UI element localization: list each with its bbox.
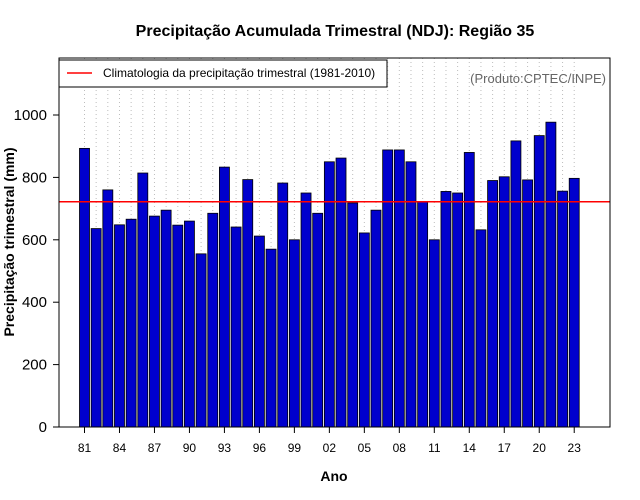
bar-2006: 2006: 695 <box>370 209 382 428</box>
bar-1993: 1993: 833 <box>219 166 230 428</box>
bar-1990: 1990: 660 <box>184 220 195 428</box>
x-tick-label: 02 <box>323 441 337 455</box>
x-tick-label: 84 <box>113 441 127 455</box>
bar-2013: 2013: 750 <box>452 192 464 428</box>
bar-2010: 2010: 722 <box>417 201 429 428</box>
credit-text: (Produto:CPTEC/INPE) <box>470 71 606 86</box>
bar-2016: 2016: 790 <box>487 180 499 428</box>
y-tick-label: 1000 <box>14 107 47 124</box>
bar-series: 1981: 8931982: 6361983: 7601984: 6481985… <box>79 121 580 428</box>
bar-2014: 2014: 880 <box>463 152 475 428</box>
bar-2003: 2003: 862 <box>335 157 347 428</box>
x-tick-label: 23 <box>568 441 582 455</box>
x-tick-label: 81 <box>78 441 92 455</box>
x-tick-label: 20 <box>533 441 547 455</box>
bar-2019: 2019: 792 <box>522 179 533 428</box>
legend: Climatologia da precipitação trimestral … <box>58 59 388 88</box>
y-axis-label: Precipitação trimestral (mm) <box>1 147 17 336</box>
legend-box <box>58 59 388 88</box>
x-axis-label: Ano <box>320 468 347 484</box>
y-tick-label: 800 <box>22 169 47 186</box>
bar-2001: 2001: 685 <box>312 212 324 428</box>
bar-2007: 2007: 888 <box>382 149 394 428</box>
x-tick-label: 17 <box>498 441 512 455</box>
x-tick-label: 08 <box>393 441 407 455</box>
bar-1981: 1981: 893 <box>79 147 90 428</box>
legend-label: Climatologia da precipitação trimestral … <box>103 66 375 80</box>
bar-2018: 2018: 917 <box>510 140 522 428</box>
y-tick-label: 200 <box>22 357 47 374</box>
bar-1983: 1983: 760 <box>102 189 114 428</box>
bar-1989: 1989: 647 <box>172 224 184 428</box>
bar-1987: 1987: 676 <box>149 215 160 428</box>
bar-1997: 1997: 570 <box>265 248 277 428</box>
bar-1999: 1999: 600 <box>288 239 300 428</box>
x-axis: 81 84 87 90 93 96 99 02 05 08 11 14 17 20 23 <box>78 427 581 455</box>
bar-2021: 2021: 977 <box>545 121 557 428</box>
bar-2022: 2022: 756 <box>557 190 568 428</box>
bar-2000: 2000: 750 <box>300 192 312 428</box>
bar-1995: 1995: 793 <box>242 179 254 428</box>
bar-1986: 1986: 814 <box>137 172 149 428</box>
y-axis: 0 200 400 600 800 1000 <box>14 107 59 436</box>
x-tick-label: 05 <box>358 441 372 455</box>
bar-1991: 1991: 555 <box>195 253 207 428</box>
x-tick-label: 14 <box>463 441 477 455</box>
plot-frame <box>58 57 611 428</box>
x-tick-label: 93 <box>218 441 232 455</box>
bar-1992: 1992: 685 <box>207 212 219 428</box>
bar-2012: 2012: 755 <box>440 191 452 428</box>
bar-2005: 2005: 622 <box>358 232 370 428</box>
bar-1996: 1996: 612 <box>253 235 265 428</box>
bar-2011: 2011: 600 <box>428 239 440 428</box>
bar-2008: 2008: 888 <box>393 149 405 428</box>
chart-title: Precipitação Acumulada Trimestral (NDJ):… <box>136 23 535 40</box>
x-tick-label: 90 <box>183 441 197 455</box>
bar-1982: 1982: 636 <box>90 228 102 428</box>
x-tick-label: 11 <box>428 441 441 455</box>
bar-1998: 1998: 782 <box>277 182 289 428</box>
bar-1985: 1985: 666 <box>125 218 137 428</box>
y-tick-label: 400 <box>22 294 47 311</box>
y-tick-label: 600 <box>22 232 47 249</box>
bar-2015: 2015: 632 <box>475 229 487 428</box>
bar-1988: 1988: 695 <box>160 209 172 428</box>
bar-1984: 1984: 648 <box>114 224 125 428</box>
bar-2020: 2020: 934 <box>533 135 545 428</box>
x-tick-label: 96 <box>253 441 267 455</box>
x-tick-label: 87 <box>148 441 162 455</box>
y-tick-label: 0 <box>39 419 47 436</box>
bar-2017: 2017: 802 <box>498 176 510 428</box>
x-tick-label: 99 <box>288 441 302 455</box>
bar-1994: 1994: 641 <box>230 226 242 428</box>
